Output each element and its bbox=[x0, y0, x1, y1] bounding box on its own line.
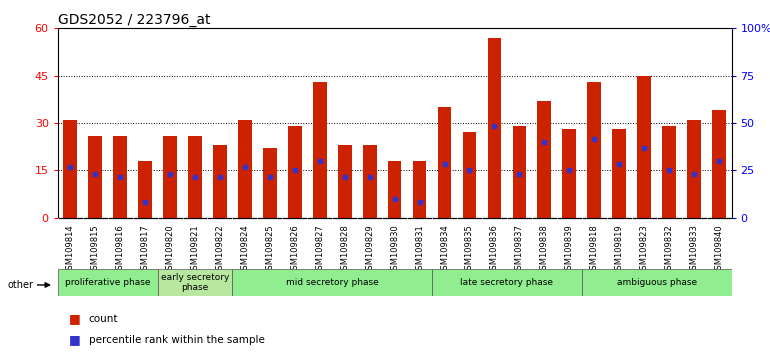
Bar bbox=[238, 120, 252, 218]
Text: other: other bbox=[8, 280, 34, 290]
Bar bbox=[562, 129, 576, 218]
Bar bbox=[89, 136, 102, 218]
Bar bbox=[158, 269, 233, 296]
Bar bbox=[58, 269, 158, 296]
Bar bbox=[288, 126, 302, 218]
Bar bbox=[513, 126, 526, 218]
Bar bbox=[487, 38, 501, 218]
Text: proliferative phase: proliferative phase bbox=[65, 278, 150, 287]
Bar bbox=[188, 136, 202, 218]
Bar bbox=[363, 145, 377, 218]
Bar bbox=[63, 120, 77, 218]
Bar bbox=[139, 161, 152, 218]
Text: percentile rank within the sample: percentile rank within the sample bbox=[89, 335, 264, 345]
Text: late secretory phase: late secretory phase bbox=[460, 278, 554, 287]
Bar bbox=[388, 161, 401, 218]
Bar bbox=[537, 101, 551, 218]
Bar bbox=[263, 148, 276, 218]
Bar bbox=[463, 132, 477, 218]
Bar bbox=[163, 136, 177, 218]
Bar bbox=[113, 136, 127, 218]
Text: ■: ■ bbox=[69, 312, 81, 325]
Bar bbox=[712, 110, 726, 218]
Bar bbox=[432, 269, 582, 296]
Bar bbox=[338, 145, 352, 218]
Bar bbox=[313, 82, 326, 218]
Bar bbox=[437, 107, 451, 218]
Bar bbox=[638, 76, 651, 218]
Text: early secretory
phase: early secretory phase bbox=[161, 273, 229, 292]
Bar bbox=[213, 145, 227, 218]
Bar bbox=[233, 269, 432, 296]
Text: count: count bbox=[89, 314, 118, 324]
Bar bbox=[582, 269, 732, 296]
Bar bbox=[662, 126, 676, 218]
Text: mid secretory phase: mid secretory phase bbox=[286, 278, 379, 287]
Bar bbox=[687, 120, 701, 218]
Bar bbox=[612, 129, 626, 218]
Text: ambiguous phase: ambiguous phase bbox=[617, 278, 697, 287]
Bar bbox=[413, 161, 427, 218]
Bar bbox=[588, 82, 601, 218]
Text: ■: ■ bbox=[69, 333, 81, 346]
Text: GDS2052 / 223796_at: GDS2052 / 223796_at bbox=[58, 13, 210, 27]
